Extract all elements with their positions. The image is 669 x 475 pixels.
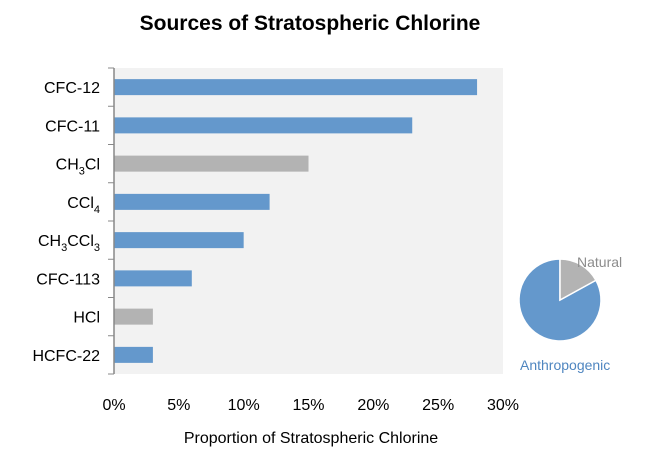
category-labels: CFC-12CFC-11CH3ClCCl4CH3CCl3CFC-113HClHC… <box>32 80 100 365</box>
bar-ch3cl <box>114 155 309 172</box>
category-label: HCFC-22 <box>32 348 100 365</box>
bar-hcfc-22 <box>114 346 153 363</box>
label-part: CFC-12 <box>44 80 100 97</box>
x-tick-label: 15% <box>292 397 324 414</box>
subscript: 3 <box>94 242 100 254</box>
category-label: CFC-11 <box>45 118 100 135</box>
label-part: CH <box>56 157 79 174</box>
label-part: CFC-11 <box>45 118 100 135</box>
bar-ccl4 <box>114 193 270 210</box>
subscript: 3 <box>79 166 85 178</box>
subscript: 3 <box>61 242 67 254</box>
subscript: 4 <box>94 204 100 216</box>
label-part: CFC-113 <box>36 271 100 288</box>
label-part: HCl <box>73 310 100 327</box>
x-tick-label: 25% <box>422 397 454 414</box>
bar-cfc-11 <box>114 117 413 134</box>
x-axis-title: Proportion of Stratospheric Chlorine <box>184 430 438 447</box>
category-label: CCl4 <box>67 195 100 216</box>
x-tick-label: 20% <box>357 397 389 414</box>
chart-title: Sources of Stratospheric Chlorine <box>140 12 481 35</box>
category-label: HCl <box>73 310 100 327</box>
x-tick-label: 5% <box>167 397 190 414</box>
bar-cfc-12 <box>114 79 478 96</box>
x-tick-labels: 0% 5% 10% 15% 20% 25% 30% <box>102 397 519 414</box>
pie-label-natural: Natural <box>577 254 622 270</box>
axis-layer <box>108 67 115 375</box>
bar-cfc-113 <box>114 270 192 287</box>
bar-ch3ccl3 <box>114 232 244 249</box>
x-tick-label: 30% <box>487 397 519 414</box>
pie-slice-anthropogenic <box>518 258 602 342</box>
pie-slice-natural <box>559 258 597 302</box>
label-part: CH <box>38 233 61 250</box>
x-tick-label: 10% <box>228 397 260 414</box>
label-part: CCl <box>67 233 94 250</box>
label-part: CCl <box>67 195 94 212</box>
category-label: CH3CCl3 <box>38 233 100 254</box>
bar-hcl <box>114 308 153 325</box>
pie-label-anthropogenic: Anthropogenic <box>520 357 610 373</box>
category-label: CFC-12 <box>44 80 100 97</box>
category-label: CH3Cl <box>56 157 100 178</box>
category-label: CFC-113 <box>36 271 100 288</box>
plot-background <box>114 68 503 374</box>
pie-chart: Natural Anthropogenic <box>518 254 622 373</box>
x-tick-label: 0% <box>102 397 125 414</box>
label-part: Cl <box>85 157 100 174</box>
bars-layer <box>114 79 478 363</box>
label-part: HCFC-22 <box>32 348 100 365</box>
